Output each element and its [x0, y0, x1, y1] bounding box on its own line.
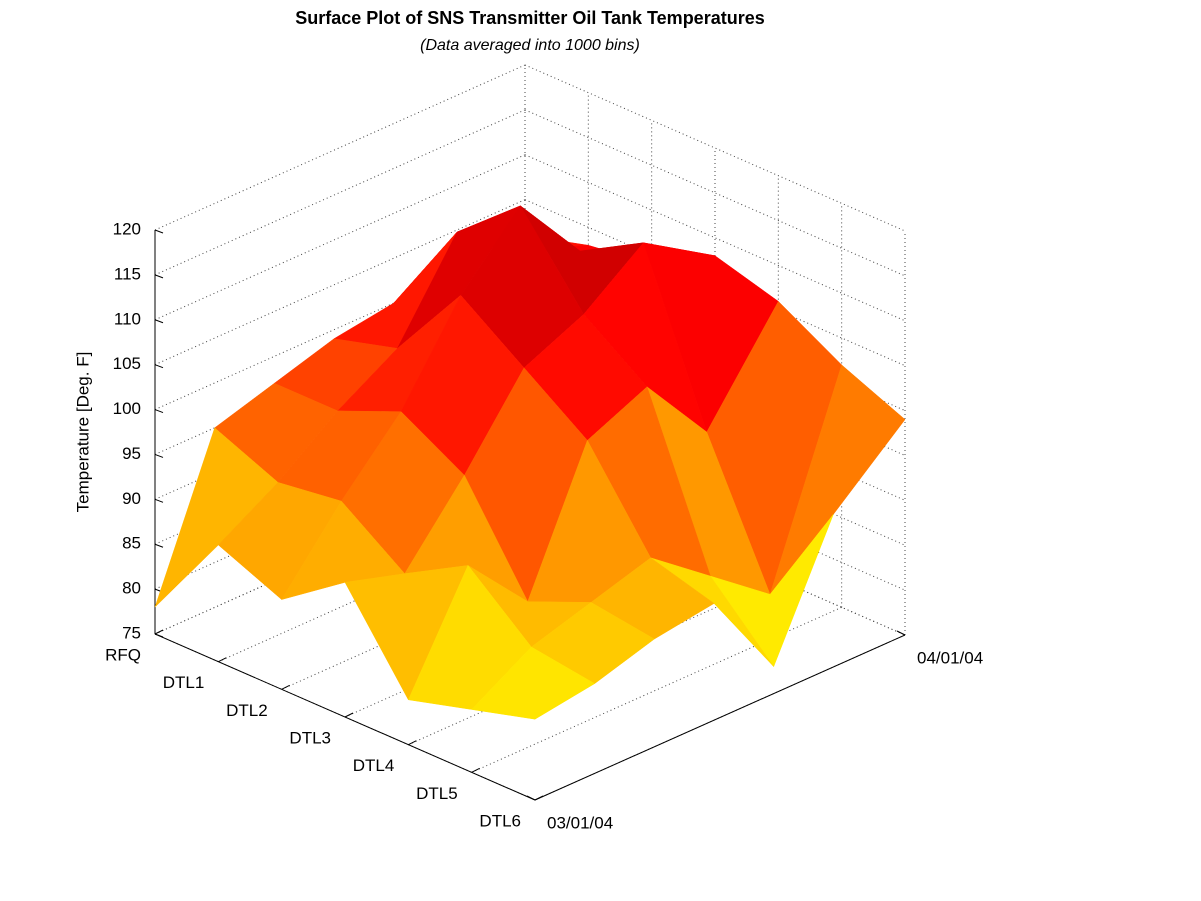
z-tick-label: 75	[122, 623, 141, 642]
grid-line	[154, 64, 526, 231]
z-tick-label: 100	[113, 399, 141, 418]
z-tick-label: 110	[114, 309, 141, 328]
z-axis-label: Temperature [Deg. F]	[73, 352, 92, 513]
category-tick	[408, 740, 417, 746]
z-tick-label: 90	[122, 489, 141, 508]
z-tick	[154, 364, 164, 369]
category-tick	[218, 657, 227, 663]
category-tick	[281, 684, 290, 690]
z-tick	[154, 453, 164, 458]
z-tick	[154, 229, 164, 234]
category-tick-label: DTL3	[289, 728, 331, 747]
date-tick-label: 04/01/04	[917, 648, 983, 667]
z-tick-label: 80	[122, 579, 141, 598]
date-tick	[896, 630, 906, 636]
category-tick-label: DTL5	[416, 784, 458, 803]
surface-patch	[471, 646, 596, 720]
z-tick	[154, 543, 164, 548]
category-tick-label: DTL4	[353, 756, 395, 775]
date-tick	[526, 795, 536, 801]
category-tick	[471, 767, 480, 773]
chart-title: Surface Plot of SNS Transmitter Oil Tank…	[295, 8, 764, 28]
category-tick-label: DTL6	[479, 811, 521, 830]
z-tick	[154, 319, 164, 324]
category-tick	[534, 795, 544, 801]
z-tick	[154, 498, 164, 503]
z-tick-label: 95	[122, 444, 141, 463]
date-tick-label: 03/01/04	[547, 813, 613, 832]
category-tick	[154, 629, 164, 635]
z-tick-label: 115	[114, 264, 141, 283]
category-tick-label: DTL2	[226, 701, 268, 720]
z-tick-label: 85	[122, 534, 141, 553]
category-tick-label: RFQ	[105, 645, 141, 664]
z-tick	[154, 633, 164, 638]
category-tick-label: DTL1	[163, 673, 205, 692]
date-axis	[534, 634, 906, 801]
z-tick	[154, 409, 164, 414]
z-tick	[154, 274, 164, 279]
z-tick-label: 105	[113, 354, 141, 373]
chart-subtitle: (Data averaged into 1000 bins)	[420, 37, 640, 54]
category-tick	[344, 712, 354, 718]
z-tick-label: 120	[113, 219, 141, 238]
